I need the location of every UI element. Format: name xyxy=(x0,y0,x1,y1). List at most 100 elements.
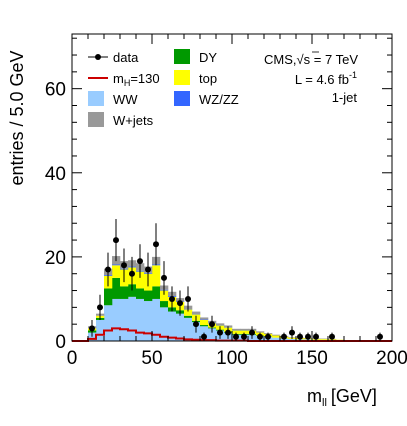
bar-dy xyxy=(200,325,209,327)
stacked-histogram xyxy=(88,256,393,341)
legend-item-data: data xyxy=(88,50,139,65)
bar-ww xyxy=(288,338,297,341)
bar-top xyxy=(240,330,249,334)
bar-w-jets xyxy=(216,323,225,326)
legend-item-wzzz: WZ/ZZ xyxy=(174,91,239,107)
legend-label: mH=130 xyxy=(113,71,160,88)
legend-label: W+jets xyxy=(113,113,154,128)
data-point xyxy=(225,329,231,336)
bar-dy xyxy=(160,301,169,308)
legend-label: data xyxy=(113,50,139,65)
bar-top xyxy=(152,265,161,287)
x-tick-label: 200 xyxy=(376,348,407,369)
info-block: CMS,√s = 7 TeV L = 4.6 fb-1 1-jet xyxy=(264,51,358,105)
bar-w-jets xyxy=(240,328,249,331)
bar-ww xyxy=(168,311,177,341)
legend-swatch xyxy=(88,112,104,127)
bar-ww xyxy=(160,307,169,341)
bar-top xyxy=(184,309,193,316)
bar-w-jets xyxy=(192,311,201,315)
x-tick-label: 150 xyxy=(296,348,328,369)
lumi-label: L = 4.6 fb-1 xyxy=(295,70,357,87)
bar-ww xyxy=(144,301,153,341)
data-point xyxy=(241,333,247,340)
bar-ww xyxy=(184,317,193,341)
legend-label: WZ/ZZ xyxy=(199,92,239,107)
data-point xyxy=(289,329,295,336)
bar-top xyxy=(160,290,169,302)
legend-label: DY xyxy=(199,50,217,65)
y-tick-label: 0 xyxy=(55,332,66,353)
bar-ww xyxy=(208,328,217,341)
data-point xyxy=(233,333,239,340)
bar-ww xyxy=(120,298,129,341)
legend-item-dy: DY xyxy=(174,49,217,65)
data-point xyxy=(121,262,127,269)
bar-top xyxy=(232,330,241,334)
bar-ww xyxy=(112,298,121,341)
y-axis-title: entries / 5.0 GeV xyxy=(7,50,27,185)
bar-dy xyxy=(112,277,121,299)
data-point xyxy=(257,333,263,340)
bar-top xyxy=(112,265,121,278)
bar-ww xyxy=(96,319,105,341)
legend-label: top xyxy=(199,71,217,86)
legend-item-ww: WW xyxy=(88,91,138,107)
y-tick-label: 60 xyxy=(45,80,66,101)
bar-top xyxy=(136,271,145,289)
data-point xyxy=(105,266,111,273)
data-points xyxy=(89,219,383,341)
data-point xyxy=(265,333,271,340)
data-point xyxy=(313,333,319,340)
data-point xyxy=(153,241,159,248)
bar-w-jets xyxy=(272,334,281,336)
x-tick-label: 0 xyxy=(67,348,78,369)
bar-ww xyxy=(104,305,113,341)
data-point xyxy=(89,325,95,332)
bar-ww xyxy=(152,298,161,341)
data-point xyxy=(209,321,215,328)
data-point xyxy=(201,333,207,340)
x-axis-title: mll [GeV] xyxy=(307,386,377,409)
data-point xyxy=(249,329,255,336)
legend-item-signal: mH=130 xyxy=(88,71,160,88)
data-point xyxy=(329,333,335,340)
bar-dy xyxy=(120,286,129,299)
legend-marker xyxy=(95,54,101,60)
y-tick-label: 20 xyxy=(45,248,66,269)
bar-dy xyxy=(144,290,153,302)
data-point xyxy=(145,266,151,273)
legend-swatch xyxy=(174,70,190,85)
data-point xyxy=(129,270,135,277)
bar-top xyxy=(320,338,329,340)
bar-top xyxy=(200,319,209,326)
bar-ww xyxy=(176,313,185,341)
x-tick-label: 100 xyxy=(216,348,248,369)
data-point xyxy=(185,295,191,302)
x-tick-label: 50 xyxy=(141,348,162,369)
legend-swatch xyxy=(174,49,190,64)
y-tick-label: 40 xyxy=(45,164,66,185)
legend: data DY mH=130 top WW WZ/ZZ W+jets xyxy=(88,49,239,128)
bar-ww xyxy=(136,298,145,341)
bar-dy xyxy=(136,288,145,299)
bar-dy xyxy=(184,315,193,318)
bar-dy xyxy=(104,288,113,306)
bar-ww xyxy=(272,337,281,341)
bar-wz-zz xyxy=(112,264,121,266)
bar-dy xyxy=(152,286,161,299)
bar-w-jets xyxy=(200,317,209,320)
data-point xyxy=(297,333,303,340)
data-point xyxy=(137,258,143,265)
data-point xyxy=(169,295,175,302)
bar-top xyxy=(272,335,281,338)
category-label: 1-jet xyxy=(332,90,358,105)
energy-label: CMS,√s = 7 TeV xyxy=(264,52,358,67)
data-point xyxy=(97,304,103,311)
legend-swatch xyxy=(174,91,190,106)
legend-item-wjets: W+jets xyxy=(88,112,154,128)
data-point xyxy=(305,333,311,340)
legend-item-top: top xyxy=(174,70,217,86)
axes: 0 50 100 150 200 0 20 40 60 xyxy=(45,33,407,369)
